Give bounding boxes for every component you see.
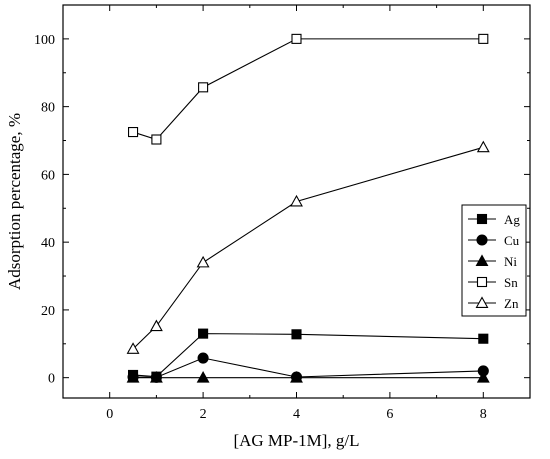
data-point-zn bbox=[290, 194, 303, 207]
data-point-ni bbox=[290, 371, 303, 383]
data-point-ni bbox=[196, 371, 210, 383]
legend-label: Sn bbox=[504, 275, 518, 290]
legend: Ag Cu Ni Sn Zn bbox=[461, 204, 527, 317]
data-point-zn bbox=[149, 319, 163, 332]
series-ni bbox=[126, 371, 490, 383]
legend-item-ag: Ag bbox=[468, 212, 520, 227]
legend-item-cu: Cu bbox=[468, 233, 520, 248]
legend-item-ni: Ni bbox=[468, 254, 517, 269]
legend-marker bbox=[475, 296, 489, 308]
x-tick-label: 2 bbox=[200, 407, 207, 422]
legend-item-sn: Sn bbox=[468, 275, 518, 290]
series-line-sn bbox=[132, 38, 484, 141]
y-tick-label: 20 bbox=[41, 304, 55, 319]
data-point-sn bbox=[478, 33, 489, 44]
legend-label: Ni bbox=[504, 254, 517, 269]
series-zn bbox=[126, 140, 490, 354]
legend-marker bbox=[476, 213, 488, 225]
data-point-ag bbox=[198, 328, 209, 339]
y-tick-label: 80 bbox=[41, 101, 55, 116]
data-point-ni bbox=[126, 371, 140, 383]
series-ag bbox=[128, 328, 489, 382]
x-tick-label: 6 bbox=[386, 407, 393, 422]
data-point-zn bbox=[196, 255, 210, 268]
x-axis-ticks: 0 2 4 6 8 bbox=[62, 5, 531, 422]
x-tick-label: 4 bbox=[293, 407, 300, 422]
legend-label: Zn bbox=[504, 296, 519, 311]
x-tick-label: 8 bbox=[480, 407, 487, 422]
data-point-zn bbox=[126, 342, 140, 354]
y-tick-label: 40 bbox=[41, 236, 55, 251]
y-axis-title: Adsorption percentage, % bbox=[5, 113, 24, 290]
data-point-ag bbox=[291, 329, 302, 340]
x-tick-label: 0 bbox=[106, 407, 113, 422]
data-point-cu bbox=[197, 352, 209, 364]
data-point-ag bbox=[478, 333, 489, 344]
series-line-cu bbox=[133, 357, 484, 378]
data-point-ni bbox=[149, 371, 163, 383]
legend-label: Ag bbox=[504, 212, 520, 227]
data-point-sn bbox=[151, 134, 162, 145]
data-point-ni bbox=[476, 371, 490, 383]
series-layer bbox=[126, 33, 490, 383]
data-point-sn bbox=[291, 33, 302, 44]
legend-marker bbox=[476, 234, 488, 246]
series-line-ag bbox=[133, 333, 484, 378]
series-sn bbox=[128, 33, 489, 145]
legend-item-zn: Zn bbox=[468, 296, 519, 311]
legend-marker bbox=[475, 254, 489, 266]
legend-label: Cu bbox=[504, 233, 520, 248]
data-point-zn bbox=[476, 140, 490, 153]
y-tick-label: 0 bbox=[48, 372, 55, 387]
y-tick-label: 100 bbox=[34, 33, 55, 48]
series-line-zn bbox=[132, 146, 484, 350]
legend-marker bbox=[476, 276, 488, 288]
y-axis-ticks: 0 20 40 60 80 100 bbox=[34, 4, 530, 387]
data-point-sn bbox=[128, 126, 139, 138]
x-axis-title: [AG MP-1M], g/L bbox=[233, 431, 359, 450]
y-tick-label: 60 bbox=[41, 168, 55, 183]
data-point-sn bbox=[198, 82, 209, 93]
